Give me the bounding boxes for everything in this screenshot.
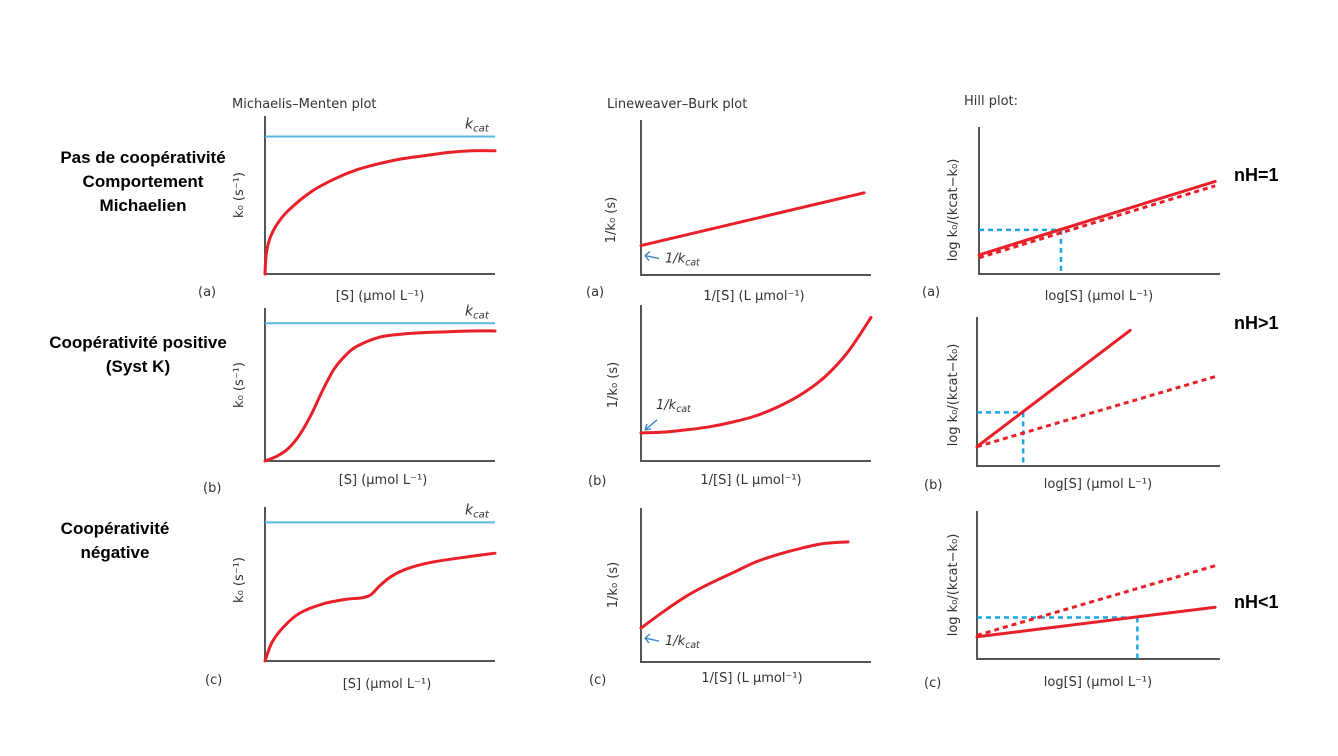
lb-b-intercept-arrow-icon (644, 419, 658, 431)
lb-c-panel-label: (c) (589, 673, 606, 688)
lb-b-x-label: 1/[S] (L μmol⁻¹) (700, 473, 801, 488)
nh-label-b: nH>1 (1234, 313, 1279, 333)
lb-c-intercept-label: 1/kcat (665, 634, 700, 651)
nh-label-c: nH<1 (1234, 592, 1279, 612)
lb-c-series-curve (639, 540, 850, 630)
row-label-line: Coopérativité (60, 519, 170, 538)
lb-c-intercept-arrow-icon (644, 633, 660, 644)
row-label-line: négative (80, 543, 150, 562)
hill-a-series-curve (977, 179, 1217, 257)
hill-b-y-label: log k₀/(kcat−k₀) (946, 344, 961, 447)
mm-a-y-label: k₀ (s⁻¹) (232, 172, 247, 218)
hill-b-series-curve (975, 328, 1132, 449)
hill-a-panel-label: (a) (922, 285, 940, 300)
mm-a-panel-label: (a) (198, 285, 216, 300)
row-label-line: Coopérativité positive (49, 333, 227, 352)
mm-c-panel-label: (c) (205, 673, 222, 688)
lb-a-series-curve (639, 191, 866, 248)
hill-c-panel-label: (c) (924, 676, 941, 691)
row-label-negative-cooperativity: Coopérativité négative (15, 517, 215, 565)
hill-a-series-reference (978, 184, 1216, 260)
mm-c-y-label: k₀ (s⁻¹) (232, 557, 247, 603)
lb-a-x-label: 1/[S] (L μmol⁻¹) (703, 289, 804, 304)
mm-b-panel-label: (b) (203, 481, 221, 496)
lb-b-intercept-label: 1/kcat (656, 398, 691, 415)
row-label-line: Michaelien (99, 196, 187, 215)
mm-c-kcat-label: kcat (465, 502, 490, 520)
lb-a-panel-label: (a) (586, 285, 604, 300)
lb-a-intercept-label: 1/kcat (665, 252, 700, 269)
hill-a-x-label: log[S] (μmol L⁻¹) (1045, 289, 1153, 304)
hill-a-y-label: log k₀/(kcat−k₀) (946, 159, 961, 262)
mm-c-series-curve (263, 551, 497, 663)
mm-a-title: Michaelis–Menten plot (232, 97, 377, 112)
mm-a-series-curve (263, 149, 497, 276)
mm-b-y-label: k₀ (s⁻¹) (232, 362, 247, 408)
hill-c-series-curve (975, 605, 1217, 639)
lb-b-series-curve (639, 315, 873, 435)
lb-b-panel-label: (b) (588, 474, 606, 489)
mm-b-series-curve (263, 329, 497, 463)
hill-c-x-label: log[S] (μmol L⁻¹) (1044, 675, 1152, 690)
hill-b-panel-label: (b) (924, 478, 942, 493)
hill-b-x-label: log[S] (μmol L⁻¹) (1044, 477, 1152, 492)
hill-b-series-reference (976, 375, 1216, 449)
hill-c-series-reference (976, 564, 1216, 637)
row-label-line: Comportement (82, 172, 204, 191)
lb-a-intercept-arrow-icon (644, 251, 660, 261)
hill-c-y-label: log k₀/(kcat−k₀) (946, 534, 961, 637)
mm-c-x-label: [S] (μmol L⁻¹) (343, 677, 432, 692)
row-label-positive-cooperativity: Coopérativité positive (Syst K) (18, 331, 258, 379)
lb-a-y-label: 1/k₀ (s) (604, 197, 619, 243)
lb-b-y-label: 1/k₀ (s) (606, 362, 621, 408)
mm-b-kcat-label: kcat (465, 303, 490, 321)
hill-a-title: Hill plot: (964, 94, 1018, 109)
nh-label-a: nH=1 (1234, 165, 1279, 185)
row-label-line: Pas de coopérativité (60, 148, 226, 167)
mm-a-kcat-label: kcat (465, 117, 490, 135)
row-label-no-cooperativity: Pas de coopérativité Comportement Michae… (28, 146, 258, 218)
mm-b-x-label: [S] (μmol L⁻¹) (339, 473, 428, 488)
row-label-line: (Syst K) (105, 357, 171, 376)
lb-a-title: Lineweaver–Burk plot (607, 97, 747, 112)
mm-a-x-label: [S] (μmol L⁻¹) (336, 289, 425, 304)
lb-c-x-label: 1/[S] (L μmol⁻¹) (701, 671, 802, 686)
lb-c-y-label: 1/k₀ (s) (606, 562, 621, 608)
